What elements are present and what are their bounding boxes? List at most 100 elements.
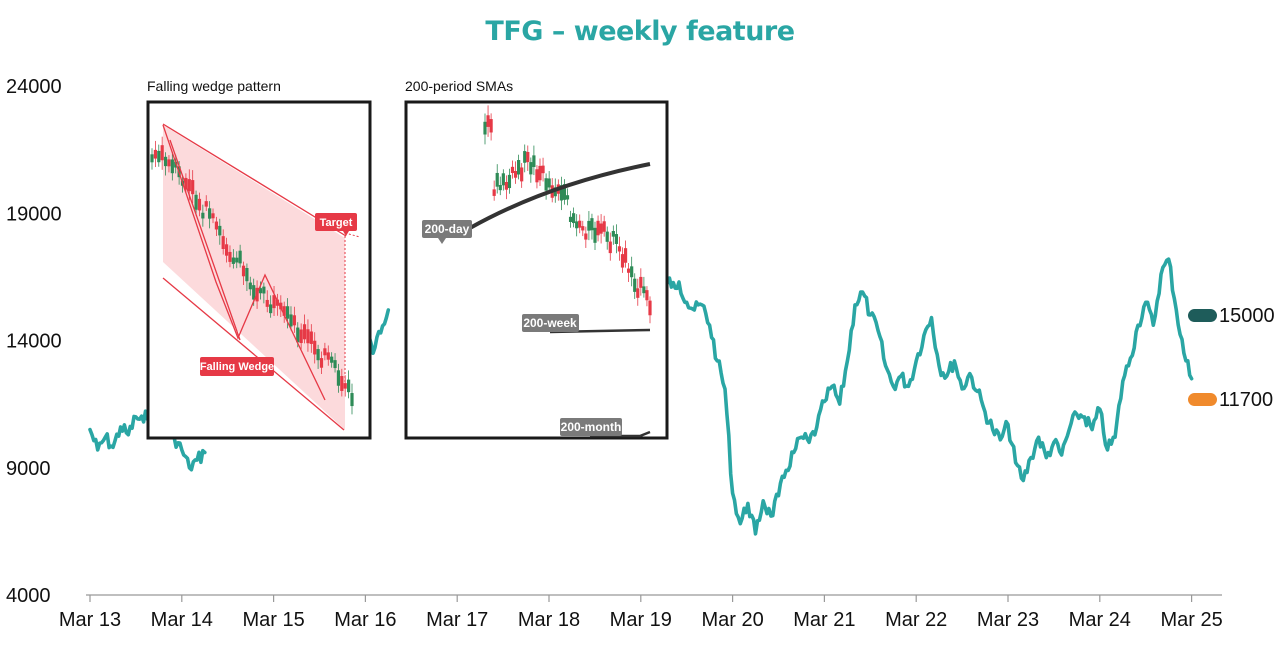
candle-body bbox=[289, 314, 293, 327]
inset-falling-wedge: Falling wedge pattern Falling Wedge Targ… bbox=[146, 78, 372, 440]
sma-200-month-tag bbox=[560, 418, 622, 436]
wedge-fill bbox=[163, 125, 345, 430]
candle-body bbox=[163, 156, 168, 167]
candle-body bbox=[340, 376, 344, 391]
candle-body bbox=[323, 348, 327, 356]
candle-body bbox=[587, 220, 591, 231]
x-tick-label: Mar 17 bbox=[426, 609, 488, 631]
candle-body bbox=[547, 178, 551, 188]
x-tick-label: Mar 14 bbox=[151, 609, 213, 631]
candle-body bbox=[605, 231, 609, 242]
candle-body bbox=[584, 233, 588, 240]
sma-200-month-label: 200-month bbox=[561, 420, 622, 434]
candle-body bbox=[197, 198, 202, 211]
end-marker-label: 15000 bbox=[1219, 305, 1275, 327]
candle-body bbox=[245, 268, 249, 282]
candle-body bbox=[204, 201, 208, 207]
candle-body bbox=[299, 329, 303, 344]
candle-body bbox=[544, 178, 548, 191]
candle-body bbox=[523, 151, 527, 163]
candle-body bbox=[285, 306, 290, 319]
candle-body bbox=[633, 278, 637, 292]
candle-body bbox=[565, 195, 570, 200]
candle-body bbox=[258, 288, 263, 294]
x-tick-label: Mar 13 bbox=[59, 609, 121, 631]
candle-body bbox=[593, 227, 597, 243]
candle-body bbox=[642, 286, 646, 294]
candle-body bbox=[568, 216, 573, 222]
x-tick-label: Mar 15 bbox=[242, 609, 304, 631]
sma-200-day-tag-pointer bbox=[438, 238, 446, 244]
candle-body bbox=[620, 254, 625, 268]
y-tick-label: 19000 bbox=[6, 203, 62, 225]
candle-body bbox=[296, 327, 300, 343]
candle-body bbox=[608, 241, 612, 254]
candle-body bbox=[639, 276, 643, 288]
candle-body bbox=[617, 246, 622, 252]
candle-body bbox=[559, 185, 563, 201]
candle-body bbox=[645, 290, 649, 301]
candle-body bbox=[578, 220, 582, 228]
wedge-inner-swings bbox=[162, 124, 326, 401]
candle-body bbox=[282, 306, 286, 316]
sma-200-week-label: 200-week bbox=[523, 316, 577, 330]
y-tick-label: 24000 bbox=[6, 76, 62, 98]
candle-body bbox=[211, 213, 215, 219]
candle-body bbox=[218, 225, 222, 236]
candle-body bbox=[611, 231, 615, 237]
target-label: Target bbox=[320, 217, 353, 229]
candle-body bbox=[269, 304, 273, 314]
candle-body bbox=[538, 165, 542, 181]
candle-body bbox=[248, 282, 252, 290]
candle-body bbox=[623, 248, 628, 263]
candle-body bbox=[272, 295, 276, 309]
end-marker-label: 11700 bbox=[1219, 389, 1273, 411]
chart-title: TFG – weekly feature bbox=[485, 16, 795, 47]
candle-body bbox=[636, 288, 640, 298]
candle-body bbox=[599, 223, 603, 234]
candle-body bbox=[170, 159, 174, 174]
candle-body bbox=[336, 370, 341, 386]
candle-body bbox=[224, 244, 229, 256]
candle-body bbox=[507, 174, 512, 189]
sma-candles bbox=[483, 105, 652, 324]
candle-body bbox=[532, 155, 536, 168]
candle-body bbox=[208, 208, 212, 219]
candle-body bbox=[520, 167, 524, 182]
candle-body bbox=[627, 268, 631, 273]
x-tick-label: Mar 25 bbox=[1160, 609, 1222, 631]
candle-body bbox=[279, 302, 283, 310]
candle-body bbox=[214, 221, 219, 230]
candle-body bbox=[313, 340, 317, 355]
candle-body bbox=[498, 185, 502, 191]
candle-body bbox=[191, 180, 195, 195]
candle-body bbox=[150, 154, 154, 163]
falling-wedge-label: Falling Wedge bbox=[200, 361, 274, 373]
candle-body bbox=[504, 181, 508, 190]
falling-wedge-tag bbox=[200, 357, 274, 376]
candle-body bbox=[596, 220, 600, 236]
candle-body bbox=[489, 119, 493, 133]
candle-body bbox=[238, 250, 242, 264]
candle-body bbox=[187, 179, 191, 192]
candle-body bbox=[630, 266, 634, 278]
candle-body bbox=[265, 299, 269, 307]
target-level bbox=[344, 232, 361, 238]
inset-smas: 200-period SMAs 200-day 200-week 200-mon… bbox=[404, 78, 669, 440]
candle-body bbox=[581, 226, 585, 231]
candle-body bbox=[486, 115, 490, 127]
candle-body bbox=[572, 213, 576, 224]
y-tick-label: 9000 bbox=[6, 458, 51, 480]
candle-body bbox=[252, 285, 256, 300]
end-marker-pill bbox=[1188, 393, 1217, 407]
y-tick-label: 4000 bbox=[6, 585, 51, 607]
x-tick-label: Mar 19 bbox=[610, 609, 672, 631]
inset-frame-2 bbox=[404, 100, 669, 440]
x-tick-label: Mar 18 bbox=[518, 609, 580, 631]
candle-body bbox=[513, 170, 518, 178]
wedge-inner-line bbox=[169, 139, 241, 341]
candle-body bbox=[221, 236, 225, 250]
candle-body bbox=[306, 329, 310, 344]
wedge-lower-line bbox=[162, 277, 345, 431]
